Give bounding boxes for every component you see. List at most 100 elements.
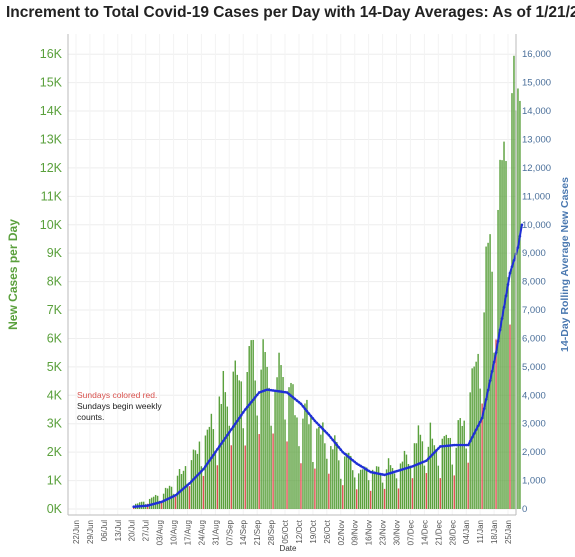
bar: [266, 366, 268, 509]
bar: [399, 463, 402, 509]
x-tick-label: 29/Jun: [86, 520, 95, 544]
right-tick-label: 16,000: [522, 49, 551, 60]
left-tick-label: 14K: [40, 104, 63, 118]
bar: [346, 453, 348, 509]
bar: [334, 435, 336, 509]
bar: [505, 161, 507, 509]
bar: [489, 234, 491, 509]
bar: [353, 477, 356, 509]
bar: [198, 441, 201, 509]
left-tick-label: 9K: [47, 246, 63, 260]
bar: [369, 490, 372, 509]
bar: [407, 463, 410, 509]
x-tick-label: 11/Jan: [476, 520, 485, 543]
bar: [485, 246, 487, 509]
bar: [363, 466, 366, 509]
bar: [304, 403, 306, 509]
left-tick-label: 12K: [40, 161, 63, 175]
bar: [395, 478, 398, 509]
bar: [302, 418, 304, 509]
x-tick-label: 07/Sep: [225, 519, 234, 545]
left-tick-label: 13K: [40, 132, 63, 146]
x-tick-label: 30/Nov: [393, 520, 402, 545]
x-tick-label: 21/Dec: [434, 520, 443, 545]
bar: [397, 488, 400, 509]
left-tick-label: 5K: [47, 360, 63, 374]
right-tick-label: 10,000: [522, 220, 551, 231]
bar: [338, 460, 340, 509]
bar: [383, 488, 386, 509]
bar: [328, 473, 330, 509]
axes: 0K 0 1K 1,000 2K 2,000 3K 3,000 4K 4,000 5K 5,000 6K…: [40, 34, 551, 545]
bar: [519, 100, 521, 509]
bar: [511, 93, 513, 509]
bar: [326, 458, 328, 509]
left-tick-label: 10K: [40, 218, 63, 232]
bar: [441, 438, 444, 509]
bar: [447, 438, 449, 509]
bar: [282, 377, 284, 509]
bar: [411, 478, 414, 509]
bar: [160, 501, 163, 509]
labels: New Cases per Day 14-Day Rolling Average …: [6, 177, 571, 553]
y2-axis-label: 14-Day Rolling Average New Cases: [559, 177, 571, 352]
x-tick-label: 04/Jan: [462, 520, 471, 544]
right-tick-label: 9,000: [522, 248, 546, 259]
bar: [246, 372, 248, 509]
x-tick-label: 31/Aug: [211, 520, 220, 545]
bar: [381, 482, 384, 509]
bar: [230, 445, 232, 509]
bar: [491, 271, 493, 509]
bar: [274, 391, 276, 509]
bar: [365, 467, 368, 509]
bar: [433, 445, 436, 509]
bar: [318, 426, 320, 509]
bar: [463, 420, 465, 509]
bar: [238, 380, 240, 509]
x-tick-label: 23/Nov: [379, 520, 388, 545]
right-tick-label: 15,000: [522, 78, 551, 89]
bar: [342, 485, 344, 509]
bar: [296, 417, 298, 509]
x-tick-label: 19/Oct: [309, 519, 318, 543]
bar: [509, 324, 511, 509]
bar: [344, 456, 346, 509]
bar: [437, 465, 440, 509]
x-tick-label: 16/Nov: [365, 520, 374, 545]
bar: [310, 417, 312, 509]
bar: [379, 475, 382, 509]
bar: [453, 475, 455, 509]
right-tick-label: 14,000: [522, 106, 551, 117]
bar: [202, 475, 205, 509]
bar: [284, 419, 286, 509]
bar: [429, 422, 432, 509]
bar: [214, 450, 217, 509]
right-tick-label: 6,000: [522, 333, 546, 344]
bar: [256, 415, 258, 509]
bar: [465, 448, 467, 509]
bar: [415, 443, 418, 509]
bar: [493, 352, 495, 509]
bar: [495, 339, 497, 509]
left-tick-label: 1K: [47, 474, 63, 488]
annotation-weekly: Sundays begin weekly: [77, 401, 162, 411]
x-tick-label: 13/Jul: [114, 520, 123, 542]
right-tick-label: 7,000: [522, 305, 546, 316]
bar: [367, 480, 370, 509]
left-tick-label: 15K: [40, 76, 63, 90]
left-tick-label: 0K: [47, 502, 63, 516]
bar: [459, 418, 461, 509]
bar: [417, 425, 420, 509]
bar: [194, 450, 197, 509]
bar: [240, 381, 242, 509]
bar: [174, 496, 177, 509]
bar: [288, 387, 290, 509]
bar: [228, 425, 231, 509]
bar: [359, 469, 362, 509]
bar: [375, 466, 378, 509]
bar: [373, 471, 376, 509]
bar: [425, 473, 428, 509]
bar: [290, 382, 292, 509]
bar: [443, 436, 446, 509]
